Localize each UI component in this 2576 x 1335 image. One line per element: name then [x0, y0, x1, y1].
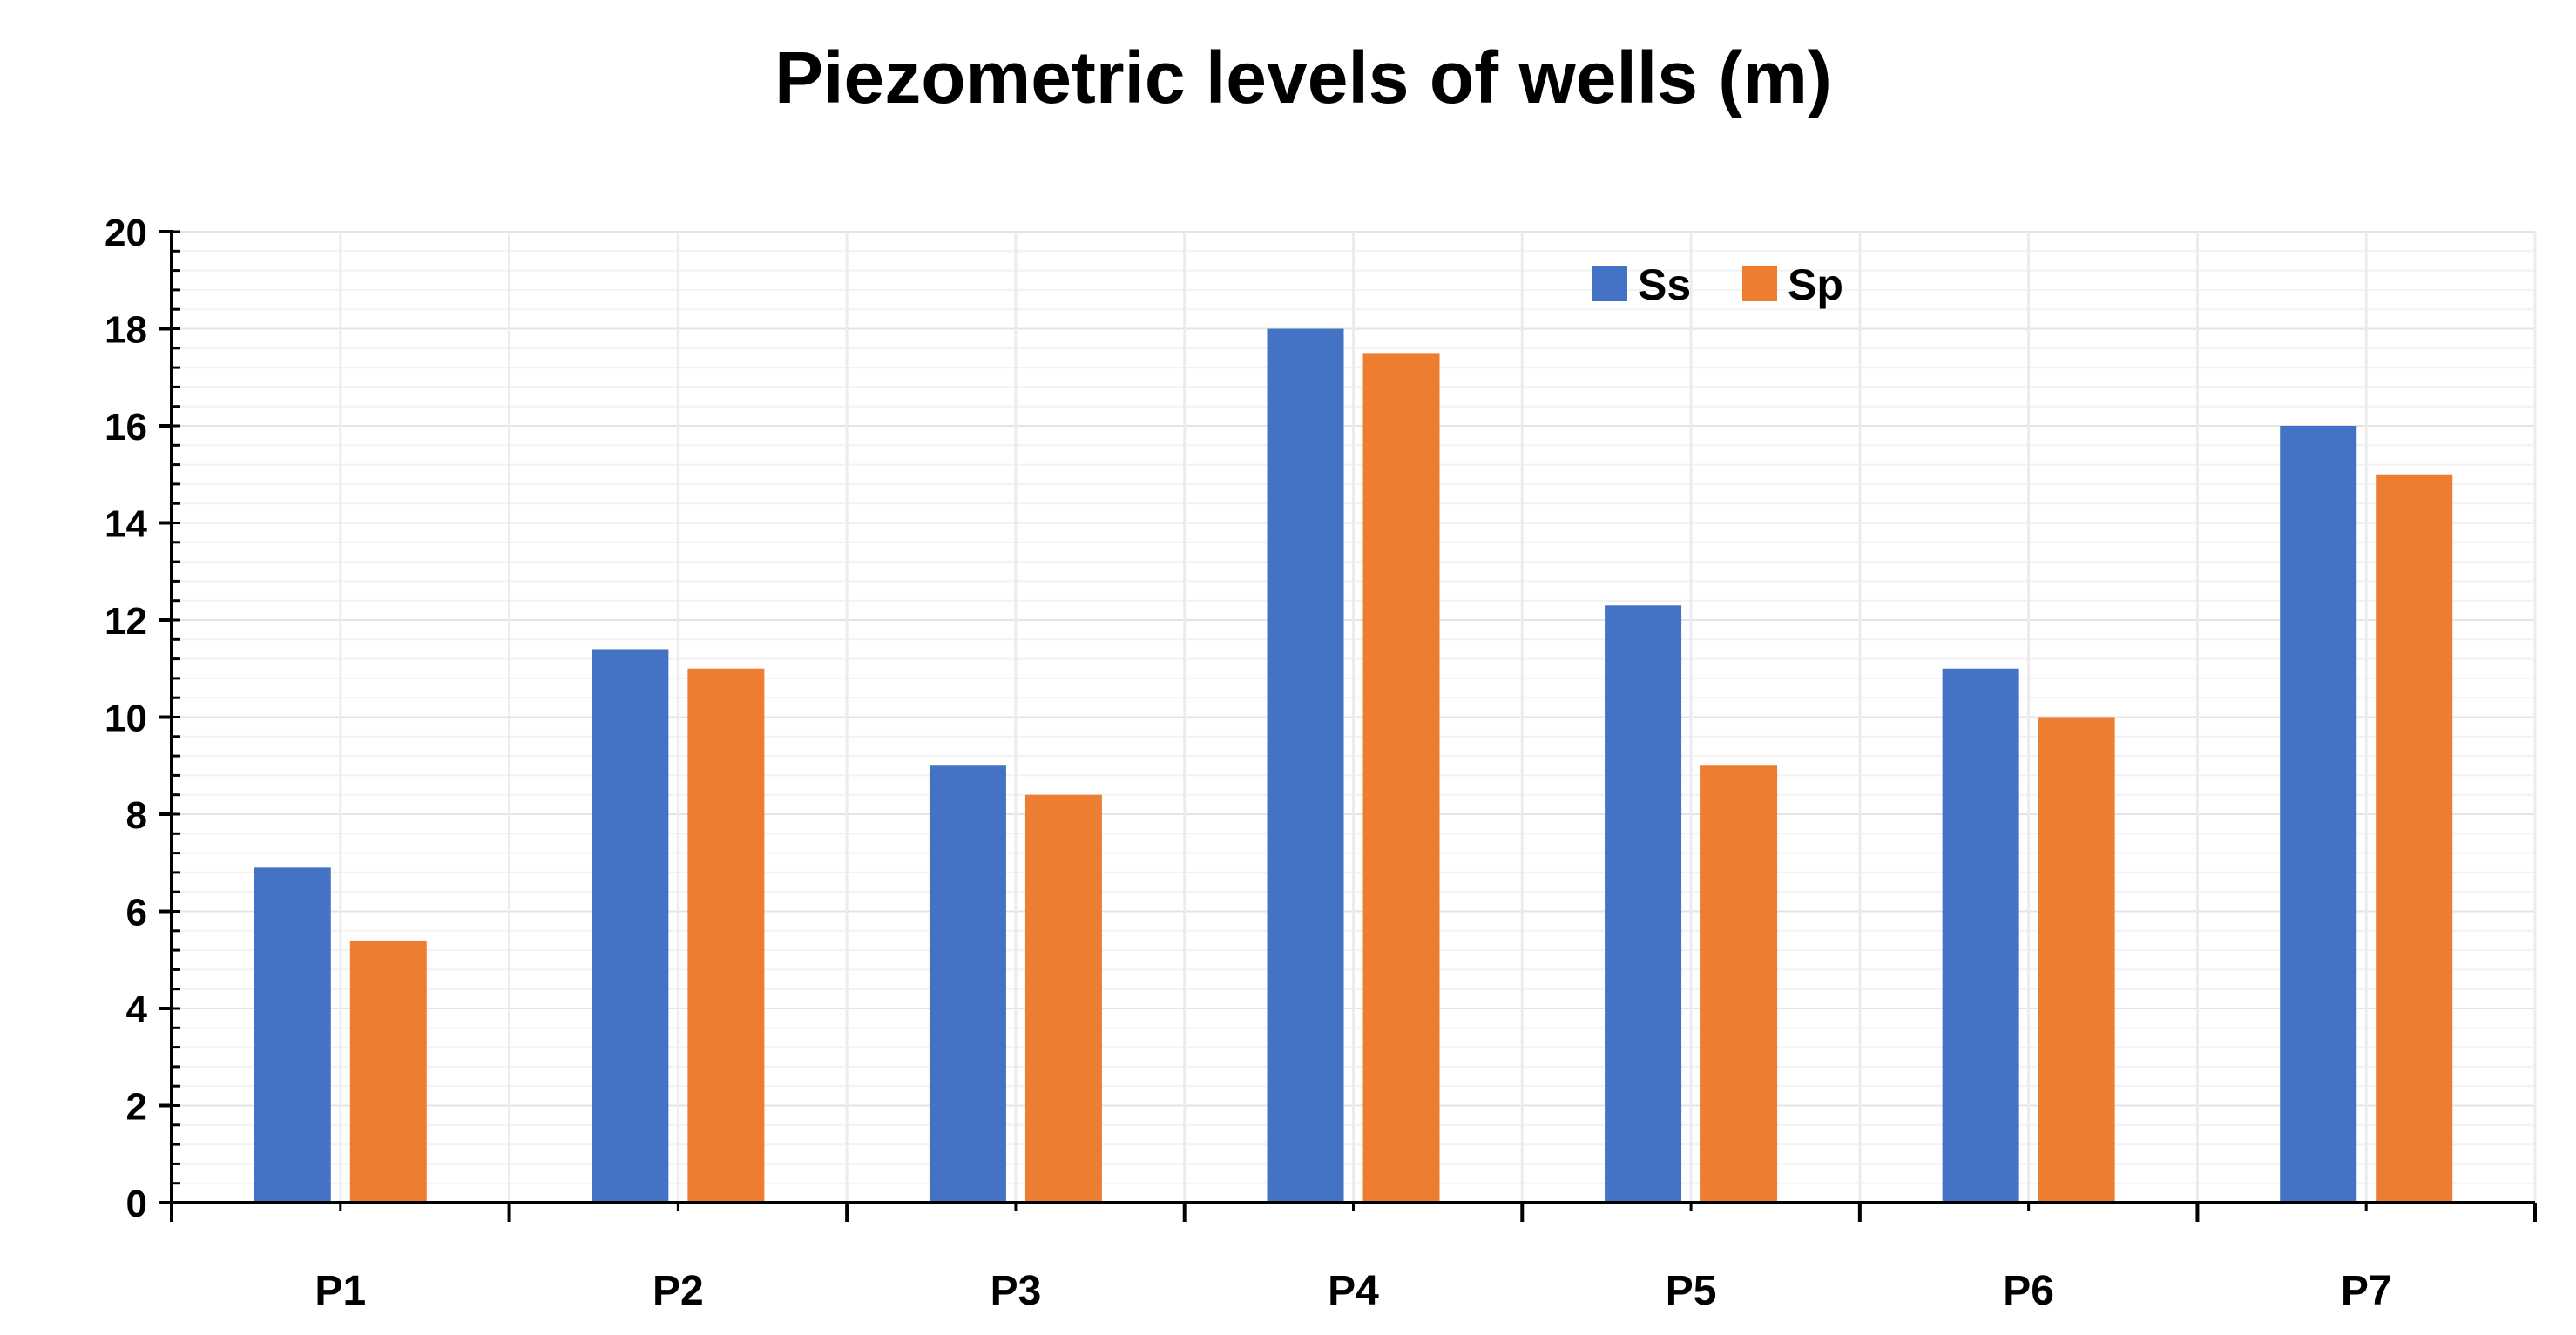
- bar-ss-p3: [929, 765, 1006, 1203]
- x-tick-label: P5: [1666, 1268, 1717, 1314]
- y-axis-tick-labels: 0 2 4 6 8 10 12 14 16 18 20: [105, 212, 147, 1225]
- x-tick-label: P3: [991, 1268, 1042, 1314]
- bar-ss-p1: [254, 867, 331, 1203]
- y-tick-label: 20: [105, 212, 147, 254]
- bars: [254, 328, 2453, 1203]
- legend-label-ss: Ss: [1638, 260, 1691, 309]
- y-tick-label: 0: [126, 1183, 147, 1225]
- x-axis-tick-labels: P1 P2 P3 P4 P5 P6 P7: [314, 1268, 2391, 1314]
- y-tick-label: 18: [105, 309, 147, 352]
- bar-ss-p4: [1267, 328, 1344, 1203]
- bar-sp-p7: [2376, 474, 2453, 1203]
- y-tick-label: 4: [126, 988, 148, 1031]
- bar-ss-p7: [2280, 426, 2357, 1203]
- bar-sp-p5: [1700, 765, 1778, 1203]
- bar-sp-p2: [687, 668, 765, 1203]
- legend: Ss Sp: [1592, 260, 1843, 309]
- y-tick-label: 2: [126, 1086, 147, 1129]
- x-tick-label: P4: [1328, 1268, 1379, 1314]
- y-tick-label: 8: [126, 794, 147, 837]
- y-tick-label: 12: [105, 600, 147, 643]
- bar-ss-p2: [592, 649, 669, 1203]
- legend-swatch-sp: [1742, 266, 1777, 301]
- legend-swatch-ss: [1592, 266, 1627, 301]
- x-tick-label: P1: [314, 1268, 366, 1314]
- x-tick-label: P6: [2003, 1268, 2054, 1314]
- chart-title: Piezometric levels of wells (m): [774, 37, 1832, 118]
- y-tick-label: 10: [105, 698, 147, 740]
- x-tick-label: P7: [2341, 1268, 2392, 1314]
- x-tick-label: P2: [652, 1268, 704, 1314]
- legend-label-sp: Sp: [1788, 260, 1843, 309]
- axes: [159, 230, 2537, 1222]
- bar-ss-p5: [1605, 605, 1682, 1203]
- bar-ss-p6: [1942, 668, 2019, 1203]
- gridlines: [170, 231, 2537, 1203]
- y-tick-label: 14: [105, 503, 147, 546]
- y-tick-label: 16: [105, 406, 147, 448]
- bar-sp-p4: [1362, 353, 1440, 1203]
- bar-sp-p3: [1024, 794, 1102, 1203]
- bar-sp-p1: [349, 940, 427, 1203]
- bar-sp-p6: [2038, 717, 2115, 1203]
- y-tick-label: 6: [126, 892, 147, 934]
